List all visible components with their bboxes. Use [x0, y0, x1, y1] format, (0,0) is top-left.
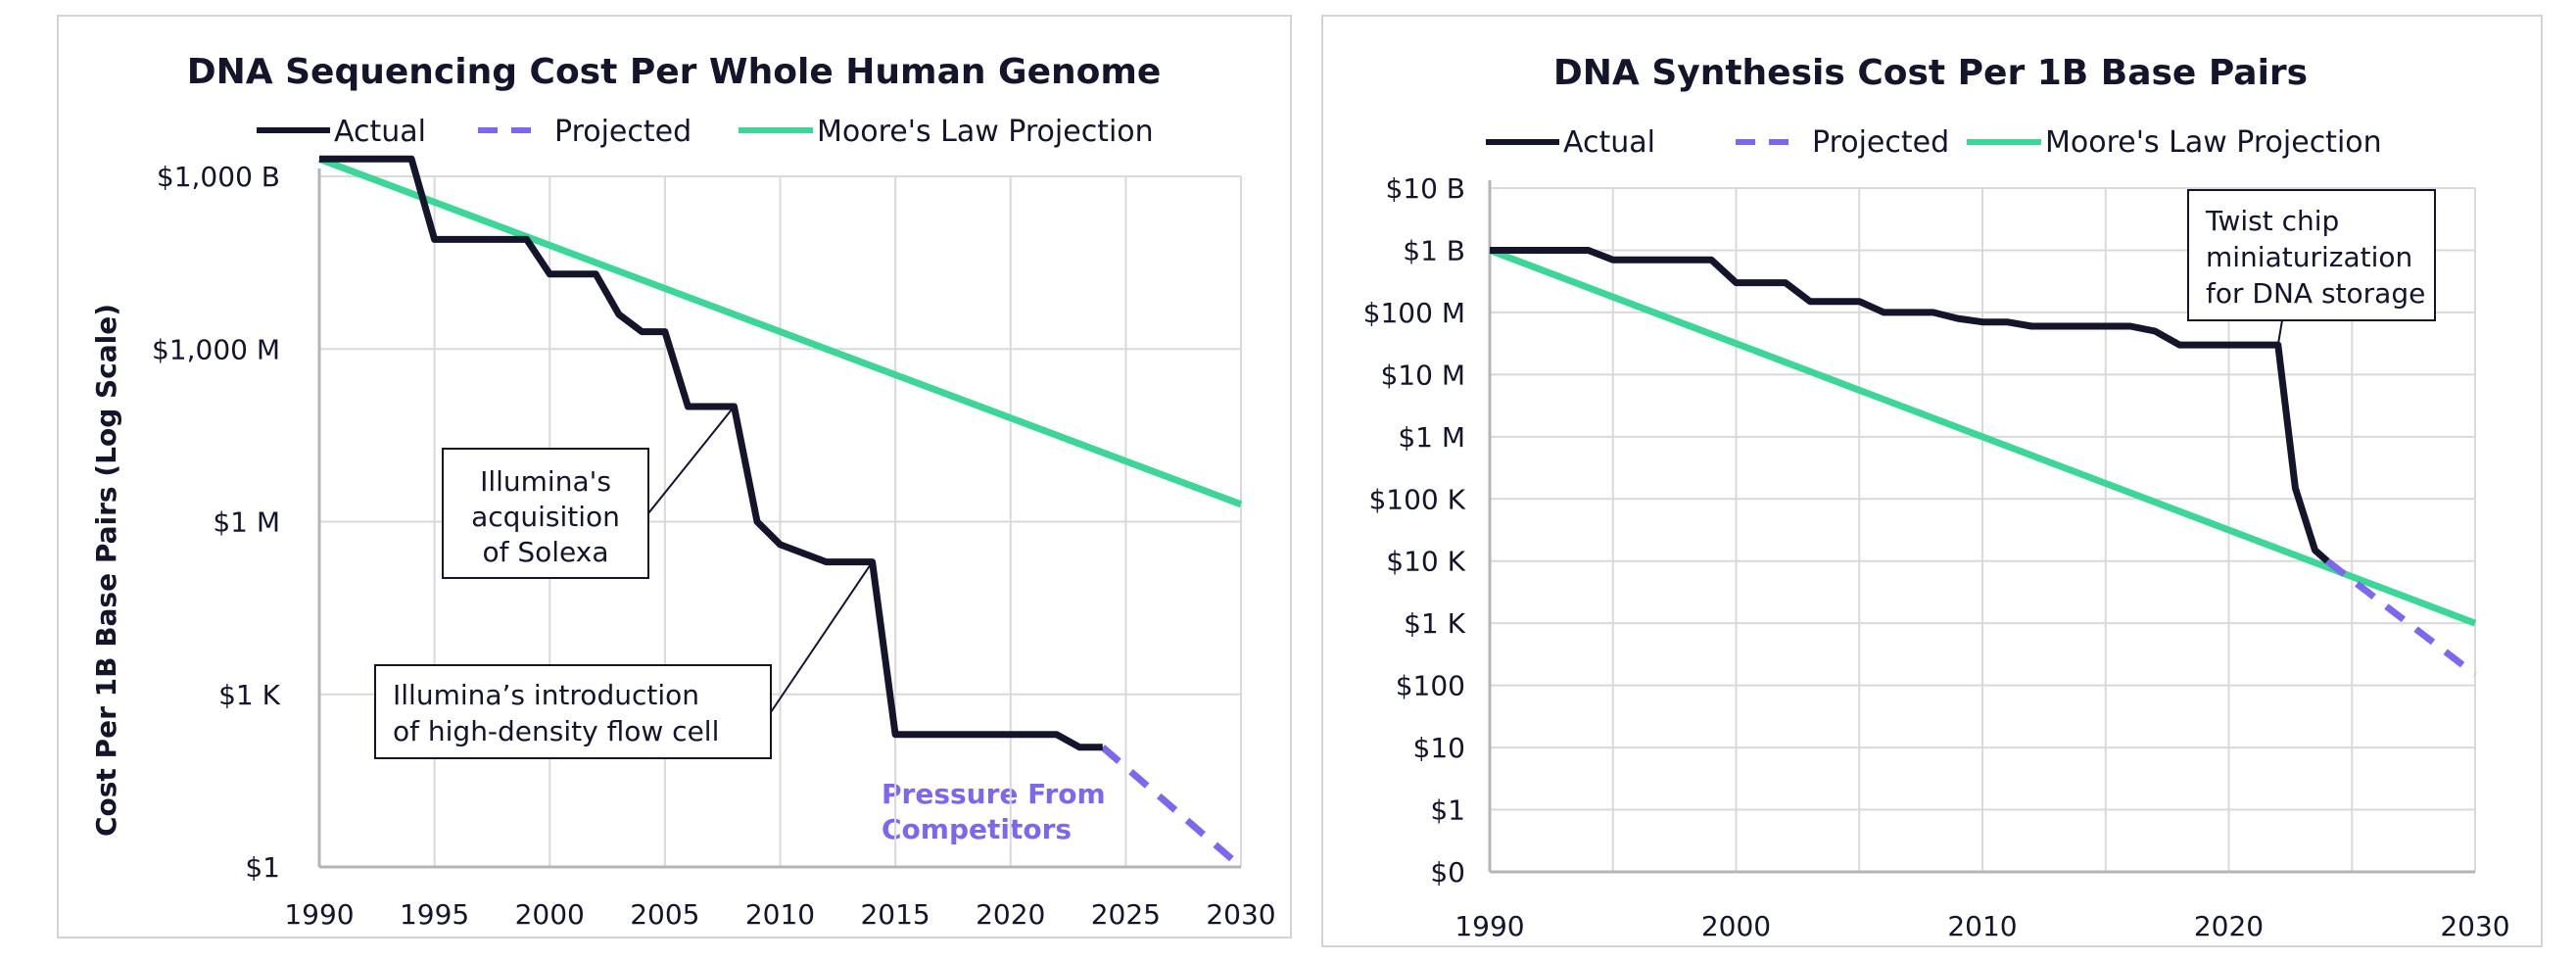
annotation-flow-cell: Illumina’s introduction of high-density …: [374, 664, 772, 759]
synthesis-chart-panel: [1321, 15, 2543, 947]
sequencing-chart-panel: [57, 15, 1292, 938]
y-tick-label: $1 B: [1403, 234, 1465, 266]
chart-title: DNA Synthesis Cost Per 1B Base Pairs: [1553, 53, 2308, 93]
legend-moore-label: Moore's Law Projection: [817, 115, 1154, 149]
annotation-twist: Twist chip miniaturization for DNA stora…: [2187, 189, 2436, 321]
x-tick-label: 2030: [1206, 898, 1275, 931]
annotation-solexa: Illumina's acquisition of Solexa: [442, 448, 649, 579]
annotation-line: for DNA storage: [2206, 277, 2425, 310]
legend-actual-label: Actual: [1563, 125, 1655, 160]
y-tick-label: $1 K: [1404, 607, 1466, 640]
y-tick-label: $100 K: [1368, 483, 1465, 515]
chart-title: DNA Sequencing Cost Per Whole Human Geno…: [187, 52, 1162, 92]
annotation-leader: [2276, 319, 2283, 346]
y-tick-label: $1: [1430, 794, 1465, 827]
x-tick-label: 2020: [2194, 910, 2264, 942]
x-tick-label: 2030: [2440, 910, 2509, 942]
x-tick-label: 2020: [976, 898, 1045, 931]
y-tick-labels: $1 $1 K $1 M $1,000 M $1,000 B: [152, 161, 281, 884]
legend-actual-label: Actual: [334, 115, 426, 149]
annotation-pressure: Competitors: [882, 813, 1072, 845]
x-tick-labels: 1990 2000 2010 2020 2030: [1455, 910, 2509, 942]
annotation-line: acquisition: [471, 501, 620, 533]
annotation-box: [442, 448, 649, 579]
annotation-line: miniaturization: [2206, 241, 2412, 273]
y-tick-label: $1 K: [218, 679, 281, 711]
projected-line: [1100, 745, 1244, 870]
x-tick-label: 2005: [630, 898, 699, 931]
annotation-line: of high-density flow cell: [393, 715, 719, 747]
y-tick-label: $10 B: [1385, 172, 1465, 205]
y-tick-label: $1,000 M: [152, 333, 280, 365]
annotation-line: Illumina’s introduction: [393, 679, 699, 711]
x-tick-label: 2025: [1091, 898, 1161, 931]
annotation-leader: [647, 406, 736, 514]
x-tick-label: 2000: [1701, 910, 1771, 942]
y-tick-label: $10: [1413, 732, 1465, 764]
y-tick-label: $1 M: [1398, 421, 1465, 454]
annotation-line: Twist chip: [2205, 205, 2339, 237]
annotation-leader: [770, 561, 874, 713]
y-tick-label: $100: [1396, 670, 1465, 702]
x-tick-label: 1990: [284, 898, 354, 931]
y-tick-labels: $0 $1 $10 $100 $1 K $10 K $100 K $1 M $10 M $100 …: [1363, 172, 1466, 889]
x-tick-label: 2015: [860, 898, 930, 931]
x-tick-label: 1990: [1455, 910, 1524, 942]
y-tick-label: $10 K: [1386, 546, 1465, 578]
projected-line: [2324, 557, 2478, 678]
annotation-pressure: Pressure From: [882, 778, 1106, 810]
y-tick-label: $0: [1430, 856, 1465, 889]
y-tick-label: $1 M: [213, 506, 280, 539]
x-tick-label: 2000: [515, 898, 585, 931]
legend: Actual Projected Moore's Law Projection: [1486, 125, 2382, 160]
legend-moore-label: Moore's Law Projection: [2045, 125, 2382, 160]
x-tick-label: 2010: [1947, 910, 2017, 942]
annotation-box: [2187, 189, 2436, 321]
legend-projected-label: Projected: [1812, 125, 1949, 160]
moore-line: [1488, 247, 2477, 627]
actual-line: [319, 155, 1103, 751]
legend: Actual Projected Moore's Law Projection: [257, 115, 1154, 149]
annotation-box: [374, 664, 772, 759]
y-axis-label: Cost Per 1B Base Pairs (Log Scale): [90, 304, 122, 837]
annotation-line: Illumina's: [480, 465, 611, 498]
y-tick-label: $1: [245, 851, 280, 884]
x-tick-labels: 1990 1995 2000 2005 2010 2015 2020 2025 2030: [284, 898, 1275, 931]
y-tick-label: $1,000 B: [157, 161, 280, 193]
y-tick-label: $10 M: [1380, 359, 1465, 391]
actual-line: [1490, 247, 2330, 564]
legend-projected-label: Projected: [554, 115, 692, 149]
moore-line: [317, 156, 1243, 508]
annotation-line: of Solexa: [482, 536, 608, 568]
y-tick-label: $100 M: [1363, 297, 1465, 329]
x-tick-label: 2010: [745, 898, 815, 931]
x-tick-label: 1995: [400, 898, 469, 931]
